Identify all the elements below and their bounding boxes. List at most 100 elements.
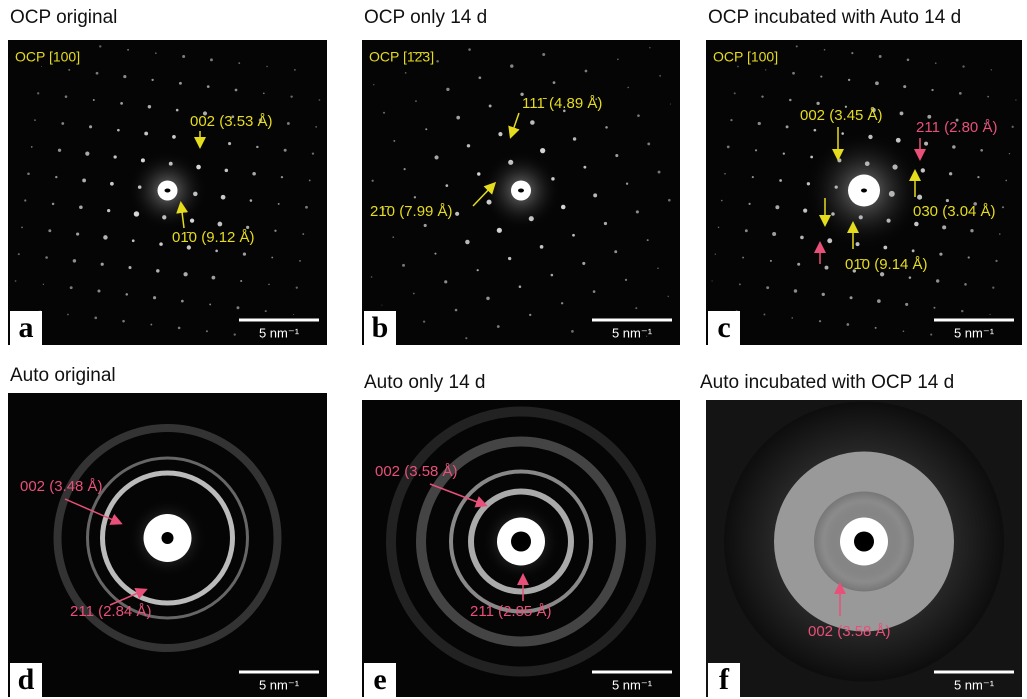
diffraction-spot — [455, 212, 459, 216]
diffraction-spot — [127, 49, 129, 51]
diffraction-spot — [444, 280, 447, 283]
diffraction-spot — [636, 210, 639, 213]
diffraction-spot — [122, 320, 125, 323]
diffraction-spot — [120, 102, 123, 105]
diffraction-spot — [614, 250, 617, 253]
diffraction-spot — [465, 240, 469, 244]
diffraction-spot — [221, 195, 226, 200]
diffraction-spot — [959, 92, 962, 95]
diffraction-spot — [851, 52, 853, 54]
diffraction-spot — [465, 337, 467, 339]
diffraction-spot — [93, 99, 95, 101]
diffraction-spot — [987, 96, 989, 98]
diffraction-spot — [372, 180, 374, 182]
diffraction-spot — [21, 226, 23, 228]
diffraction-spot — [467, 144, 470, 147]
diffraction-spot — [240, 280, 242, 282]
diffraction-spot — [250, 199, 253, 202]
diffraction-spot — [302, 233, 304, 235]
diffraction-spot — [263, 93, 265, 95]
diffraction-spot — [45, 256, 48, 259]
panel-title: OCP incubated with Auto 14 d — [708, 7, 961, 28]
diffraction-spot — [900, 112, 904, 116]
scale-bar-label: 5 nm⁻¹ — [612, 325, 653, 340]
diffraction-spot — [43, 284, 44, 285]
diffraction-spot — [658, 171, 661, 174]
diffraction-spot — [434, 253, 436, 255]
diffraction-spot — [207, 85, 210, 88]
diffraction-spot — [1012, 126, 1014, 128]
diffraction-spot — [181, 300, 184, 303]
diffraction-spot — [153, 296, 156, 299]
diffraction-spot — [875, 327, 877, 329]
panel: Auto incubated with OCP 14 d 002 (3.58 Å)… — [700, 372, 1022, 697]
diffraction-spot — [24, 199, 26, 201]
annotation-label: 002 (3.53 Å) — [190, 113, 273, 130]
beam-stop — [518, 189, 524, 193]
diffraction-spot — [571, 330, 574, 333]
diffraction-spot — [309, 180, 311, 182]
scale-bar-label: 5 nm⁻¹ — [259, 677, 300, 692]
annotation-label: 002 (3.48 Å) — [20, 478, 103, 495]
diffraction-spot — [933, 307, 935, 309]
diffraction-spot — [540, 245, 544, 249]
diffraction-spot — [305, 206, 308, 209]
diffraction-spot — [961, 310, 963, 312]
diffraction-spot — [126, 293, 129, 296]
panel-letter: a — [19, 311, 34, 344]
diffraction-spot — [875, 81, 879, 85]
diffraction-spot — [649, 47, 651, 49]
beam-stop — [165, 189, 171, 193]
annotation-label: 002 (3.58 Å) — [808, 623, 891, 640]
diffraction-spot — [921, 168, 925, 172]
panel: OCP only 14 dOCP [1̄2̄3]111̄ (4.89 Å)21̄… — [362, 7, 680, 345]
diffraction-spot — [373, 84, 375, 86]
diffraction-spot — [455, 309, 458, 312]
scale-bar-label: 5 nm⁻¹ — [259, 325, 300, 340]
annotation-label: 211 (2.85 Å) — [470, 603, 551, 620]
diffraction-spot — [659, 75, 661, 77]
annotation-label: 002 (3.45 Å) — [800, 107, 883, 124]
diffraction-spot — [172, 135, 176, 139]
diffraction-spot — [79, 205, 83, 209]
scale-bar-label: 5 nm⁻¹ — [612, 677, 653, 692]
diffraction-spot — [97, 290, 100, 293]
annotation-label: 01̄0 (9.12 Å) — [172, 229, 255, 246]
diffraction-spot — [942, 225, 946, 229]
diffraction-spot — [946, 199, 949, 202]
diffraction-spot — [1002, 206, 1004, 208]
panel: OCP incubated with Auto 14 dOCP [100]002… — [706, 7, 1022, 345]
diffraction-spot — [498, 132, 502, 136]
diffraction-spot — [89, 125, 92, 128]
diffraction-spot — [415, 100, 417, 102]
diffraction-spot — [508, 257, 511, 260]
diffraction-spot — [85, 152, 89, 156]
diffraction-spot — [1009, 153, 1010, 154]
diffraction-spot — [627, 87, 628, 88]
diffraction-spot — [779, 179, 782, 182]
diffraction-spot — [668, 199, 671, 202]
diffraction-spot — [281, 176, 283, 178]
diffraction-spot — [371, 276, 373, 278]
diffraction-spot — [383, 112, 385, 114]
diffraction-spot — [739, 283, 741, 285]
panel-title: Auto incubated with OCP 14 d — [700, 372, 954, 393]
diffraction-spot — [530, 120, 535, 125]
diffraction-spot — [256, 146, 258, 148]
diffraction-spot — [94, 317, 97, 320]
diffraction-spot — [404, 168, 406, 170]
diffraction-spot — [468, 48, 471, 51]
diffraction-spot — [794, 289, 797, 292]
diffraction-spot — [31, 146, 33, 148]
diffraction-spot — [319, 99, 321, 101]
diffraction-spot — [810, 156, 813, 159]
diffraction-spot — [791, 317, 793, 319]
diffraction-spot — [582, 262, 585, 265]
diffraction-spot — [667, 296, 669, 298]
diffraction-spot — [561, 205, 566, 210]
diffraction-spot — [148, 105, 151, 108]
diffraction-spot — [848, 79, 850, 81]
diffraction-spot — [670, 103, 671, 104]
diffraction-spot — [287, 122, 290, 125]
